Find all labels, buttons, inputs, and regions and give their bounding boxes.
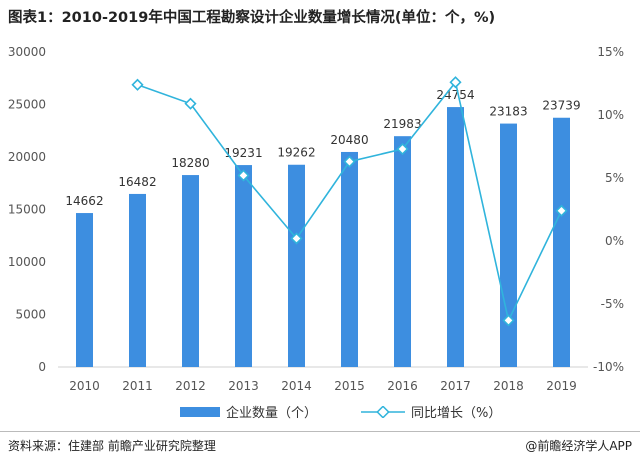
- y-right-tick-label: -5%: [601, 297, 624, 311]
- bar: [288, 164, 305, 367]
- legend-bar-swatch: [180, 406, 220, 417]
- y-left-tick-label: 0: [38, 360, 46, 374]
- bar-value-label: 16482: [118, 175, 156, 189]
- x-tick-label: 2012: [175, 379, 206, 393]
- y-right-tick-label: -10%: [593, 360, 624, 374]
- footer-divider: [0, 431, 640, 432]
- x-tick-label: 2014: [281, 379, 312, 393]
- bar: [447, 107, 464, 367]
- y-left-tick-label: 20000: [8, 150, 46, 164]
- bar-value-label: 14662: [65, 194, 103, 208]
- y-left-tick-label: 30000: [8, 45, 46, 59]
- bar: [182, 175, 199, 367]
- chart-legend: 企业数量（个） 同比增长（%）: [180, 402, 545, 421]
- growth-point: [449, 76, 462, 89]
- legend-bar-label: 企业数量（个）: [226, 406, 318, 421]
- y-right-tick-label: 5%: [605, 171, 624, 185]
- growth-point: [502, 314, 515, 327]
- x-tick-label: 2018: [493, 379, 524, 393]
- bar-value-label: 19231: [224, 146, 262, 160]
- y-left-tick-label: 25000: [8, 98, 46, 112]
- growth-point: [555, 204, 568, 217]
- growth-point: [184, 97, 197, 110]
- y-left-tick-label: 10000: [8, 255, 46, 269]
- growth-point: [131, 78, 144, 91]
- legend-item-line: 同比增长（%）: [361, 402, 501, 421]
- x-tick-label: 2019: [546, 379, 577, 393]
- bar-value-label: 23183: [489, 105, 527, 119]
- x-tick-label: 2011: [122, 379, 153, 393]
- bar-value-label: 21983: [383, 117, 421, 131]
- x-tick-label: 2017: [440, 379, 471, 393]
- bar-value-label: 20480: [330, 133, 368, 147]
- growth-point: [343, 155, 356, 168]
- growth-point: [237, 169, 250, 182]
- chart-title: 图表1：2010-2019年中国工程勘察设计企业数量增长情况(单位：个，%): [8, 10, 496, 26]
- legend-item-bar: 企业数量（个）: [180, 402, 317, 421]
- y-right-tick-label: 10%: [597, 108, 624, 122]
- bar-value-label: 24754: [436, 88, 474, 102]
- x-tick-label: 2015: [334, 379, 365, 393]
- brand-text: @前瞻经济学人APP: [525, 439, 632, 453]
- bar: [129, 193, 146, 367]
- legend-line-swatch: [361, 405, 406, 418]
- bar: [341, 151, 358, 367]
- bar: [553, 117, 570, 367]
- legend-line-label: 同比增长（%）: [411, 406, 502, 421]
- source-text: 资料来源：住建部 前瞻产业研究院整理: [8, 439, 216, 453]
- bar: [76, 213, 93, 367]
- y-left-tick-label: 5000: [15, 308, 46, 322]
- x-tick-label: 2016: [387, 379, 418, 393]
- bar: [235, 165, 252, 367]
- bar-value-label: 19262: [277, 146, 315, 160]
- x-tick-label: 2013: [228, 379, 259, 393]
- bar-value-label: 18280: [171, 156, 209, 170]
- y-right-tick-label: 15%: [597, 45, 624, 59]
- growth-point: [290, 232, 303, 245]
- x-tick-label: 2010: [69, 379, 100, 393]
- combo-chart: 0 5000 10000 15000 20000 25000 30000 -10% -5% 0% 5…: [8, 45, 624, 393]
- bar: [394, 136, 411, 367]
- y-left-tick-label: 15000: [8, 203, 46, 217]
- bar-value-label: 23739: [542, 99, 580, 113]
- y-right-tick-label: 0%: [605, 234, 624, 248]
- growth-point: [396, 142, 409, 156]
- bar: [500, 123, 517, 368]
